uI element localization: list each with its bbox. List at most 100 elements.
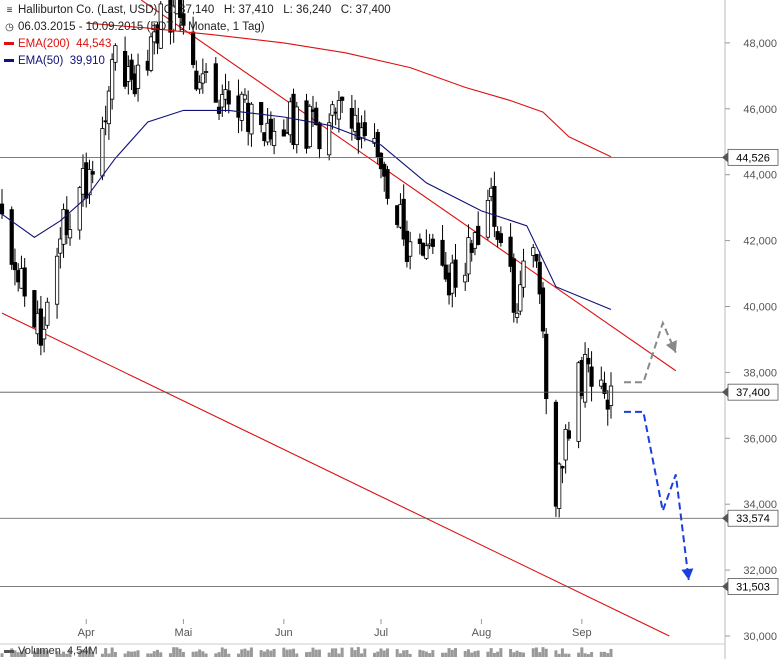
volume-bar [107,653,111,657]
forecast-gray-line [624,320,677,384]
x-tick-label: Jun [275,627,293,639]
volume-bars [0,647,613,657]
candle-body [272,130,277,146]
candle-body [314,107,319,125]
candle-body [440,239,445,266]
candle-body [64,209,69,236]
level-label: 33,574 [736,513,770,525]
volume-bar [181,651,185,657]
ema200-line [86,22,612,158]
volume-bar [518,652,522,657]
volume-bar [214,653,218,657]
legend-ema200[interactable]: EMA(200) 44,543 [4,38,111,50]
candle-body [514,312,520,318]
volume-bar [327,652,331,657]
candle-body [12,262,18,271]
y-tick-label: 32,000 [743,565,777,577]
candle-body [466,237,471,275]
x-tick-label: Aug [472,627,492,639]
volume-bar [133,651,137,657]
forecast-arrows [624,320,694,581]
volume-bar [431,650,435,657]
candle-body [576,362,581,442]
y-tick-label: 40,000 [743,302,777,314]
volume-bar [603,651,607,657]
candle-body [362,122,367,136]
candle-body [197,81,202,90]
volume-bar [564,653,568,657]
volume-bar [421,650,425,657]
volume-bar [175,647,179,657]
candle-body [336,100,341,120]
volume-bar [509,648,513,657]
volume-bar [541,647,545,657]
x-tick-label: Jul [374,627,388,639]
candle-body [330,104,335,116]
volume-bar [382,650,386,657]
level-pointer [722,581,728,592]
volume-bar [113,651,117,657]
chart-title-row: ≡ Halliburton Co. (Last, USD) O: 37,140 H… [4,4,391,16]
volume-bar [515,650,519,657]
ema200-swatch [4,42,14,46]
volume-bar [398,653,402,657]
volume-bar [454,648,458,657]
volume-bar [292,648,296,657]
volume-bar [476,650,480,657]
y-tick-label: 30,000 [743,631,777,643]
volume-bar [201,651,205,657]
candle-body [9,209,14,265]
candle-body [544,333,549,399]
volume-swatch [4,649,14,653]
level-label: 37,400 [736,387,770,399]
candle-body [589,366,594,387]
candle-body [148,36,154,71]
volume-bar [23,648,27,657]
volume-bar [531,648,535,657]
candle-body [463,274,468,283]
volume-bar [10,648,14,657]
volume-value: 4,54M [66,645,98,657]
y-tick-label: 34,000 [743,499,777,511]
candle-body [110,59,115,100]
candle-body [586,357,591,365]
volume-bar [305,652,308,657]
volume-bar [405,650,409,657]
instrument-menu-icon[interactable]: ≡ [6,5,13,16]
volume-bar [496,651,500,657]
candle-body [178,0,183,18]
volume-bar [334,648,338,657]
volume-bar [168,653,172,657]
candle-body [531,247,536,256]
candle-body [113,45,118,63]
volume-bar [282,647,286,657]
date-range-row: ◷ 06.03.2015 - 10.09.2015 (EDT, 6 Monate,… [4,21,264,33]
volume-bar [560,648,564,657]
volume-bar [583,653,587,657]
volume-bar [220,647,224,657]
ema-lines [1,22,612,311]
candle-body [242,94,248,100]
y-tick-label: 38,000 [743,367,777,379]
legend-ema50[interactable]: EMA(50) 39,910 [4,55,105,67]
level-label: 31,503 [736,581,770,593]
candle-body [203,71,209,73]
volume-bar [385,648,389,657]
volume-bar [350,647,354,657]
volume-bar [62,651,66,657]
volume-bar [402,650,406,657]
candle-body [191,31,196,65]
volume-bar [538,652,542,657]
volume-bar [68,649,72,657]
ema50-line [1,109,612,311]
ema50-label: EMA(50) [18,55,64,67]
candle-body [87,168,92,196]
volume-bar [567,653,571,657]
volume-bar [249,647,253,657]
volume-bar [84,649,88,657]
volume-bar [609,648,613,657]
volume-bar [55,651,59,657]
volume-bar [450,649,454,657]
volume-bar [285,649,289,657]
